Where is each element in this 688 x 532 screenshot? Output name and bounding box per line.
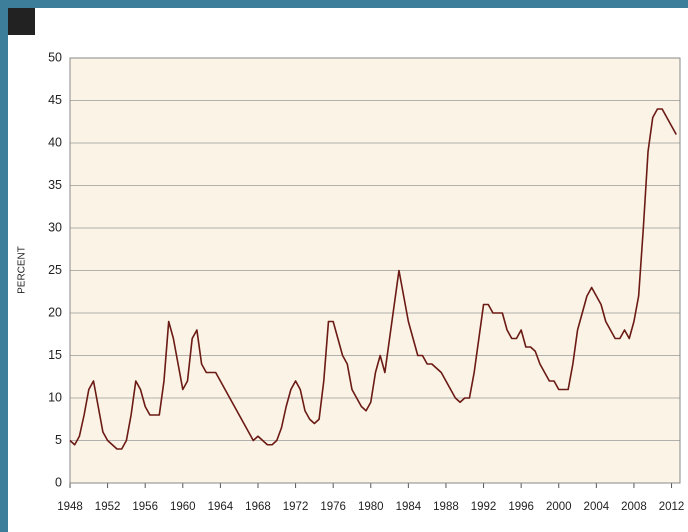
x-tick-label: 1952 (95, 501, 121, 513)
x-tick-label: 1968 (245, 501, 271, 513)
x-tick-label: 2000 (546, 501, 572, 513)
y-tick-label: 30 (48, 220, 62, 234)
x-tick-label: 1976 (320, 501, 346, 513)
x-tick-label: 1988 (433, 501, 459, 513)
x-tick-label: 1948 (57, 501, 83, 513)
x-tick-label: 2012 (659, 501, 685, 513)
x-tick-label: 1972 (283, 501, 309, 513)
data-line (69, 108, 677, 450)
y-tick-label: 0 (55, 475, 62, 489)
y-tick-label: 40 (48, 135, 62, 149)
x-tick-label: 2004 (584, 501, 610, 513)
x-tick-label: 1960 (170, 501, 196, 513)
y-tick-label: 35 (48, 178, 62, 192)
x-tick-label: 2008 (621, 501, 647, 513)
plot-border (69, 57, 681, 484)
x-tick-label: 1984 (396, 501, 422, 513)
y-tick-label: 25 (48, 263, 62, 277)
x-tick-label: 1992 (471, 501, 497, 513)
y-tick-label: 10 (48, 390, 62, 404)
y-tick-label: 15 (48, 348, 62, 362)
corner-tab (8, 8, 35, 35)
y-tick-label: 5 (55, 433, 62, 447)
x-tick-label: 1964 (208, 501, 234, 513)
x-tick-label: 1956 (132, 501, 158, 513)
x-tick-label: 1980 (358, 501, 384, 513)
y-axis-label: PERCENT (17, 246, 28, 294)
x-tick-label: 1996 (508, 501, 534, 513)
y-tick-label: 45 (48, 93, 62, 107)
y-tick-label: 20 (48, 305, 62, 319)
y-tick-label: 50 (48, 50, 62, 64)
